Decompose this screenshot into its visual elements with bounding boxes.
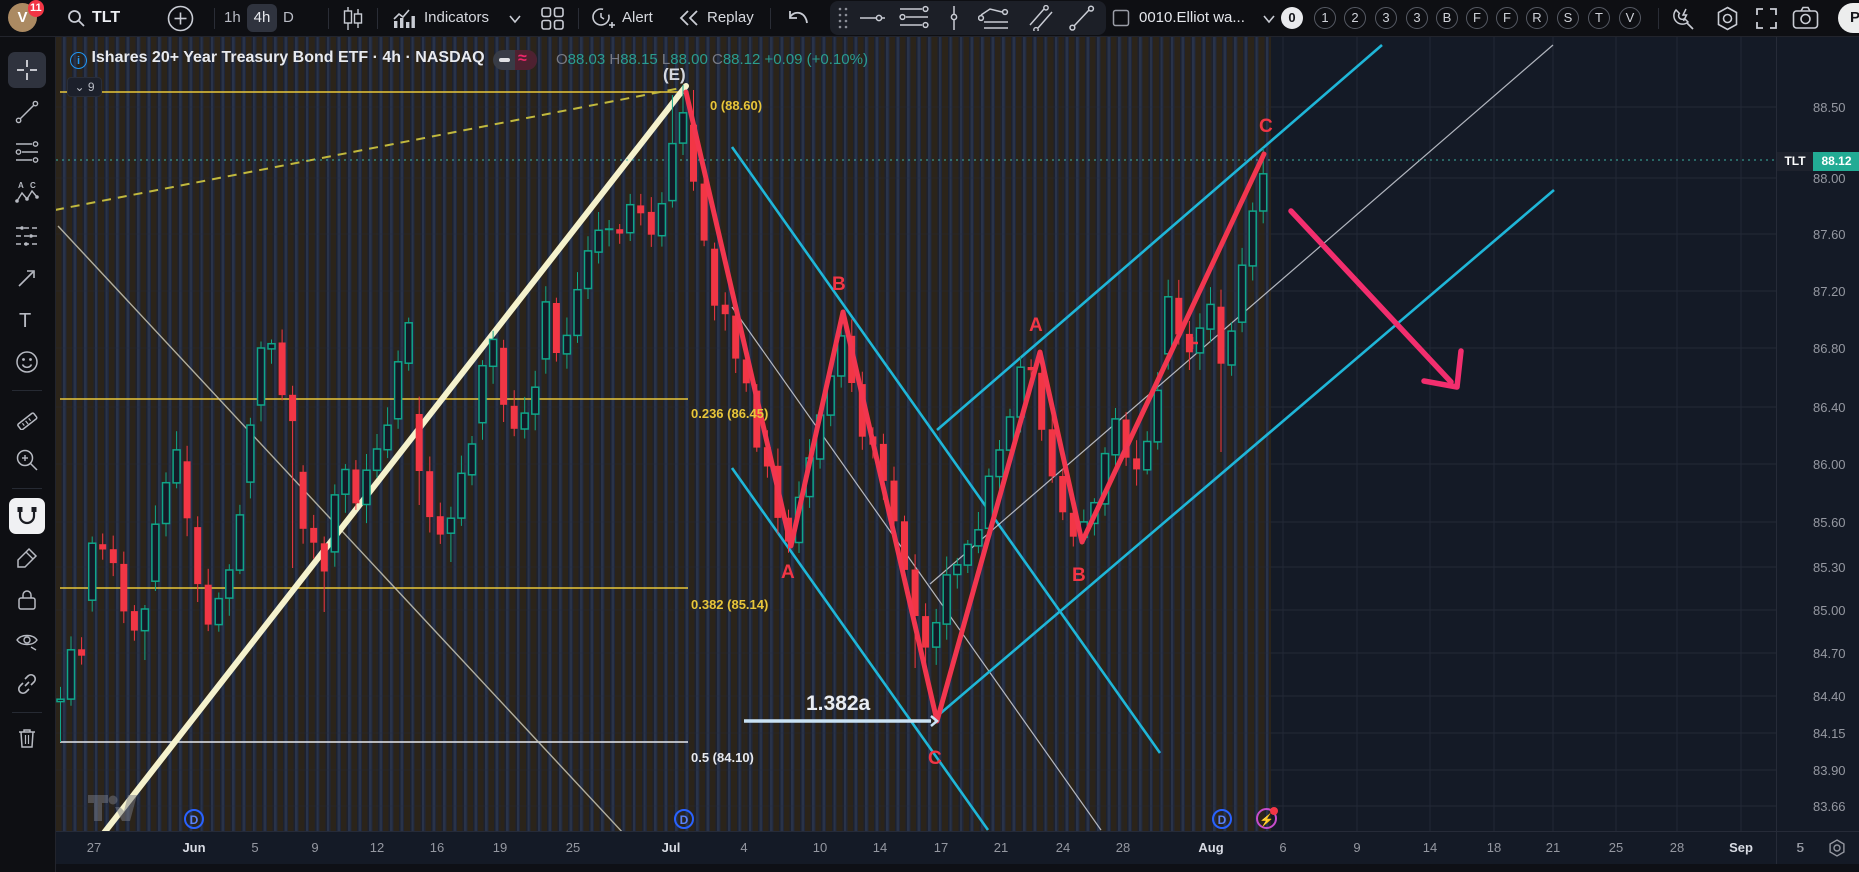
- svg-text:T: T: [19, 310, 31, 332]
- svg-text:0.236 (86.45): 0.236 (86.45): [691, 406, 768, 421]
- svg-text:1.382a: 1.382a: [806, 692, 871, 715]
- svg-text:C: C: [928, 748, 942, 769]
- svg-text:B: B: [1072, 565, 1086, 586]
- svg-text:0.382 (85.14): 0.382 (85.14): [691, 597, 768, 612]
- svg-text:0 (88.60): 0 (88.60): [710, 98, 762, 113]
- svg-text:A: A: [1029, 315, 1043, 336]
- svg-text:B: B: [832, 274, 846, 295]
- svg-text:(E): (E): [663, 65, 686, 84]
- svg-text:C: C: [30, 181, 36, 190]
- svg-text:A: A: [18, 181, 24, 190]
- svg-text:A: A: [781, 562, 795, 583]
- svg-text:C: C: [1259, 116, 1273, 137]
- svg-text:0.5 (84.10): 0.5 (84.10): [691, 750, 754, 765]
